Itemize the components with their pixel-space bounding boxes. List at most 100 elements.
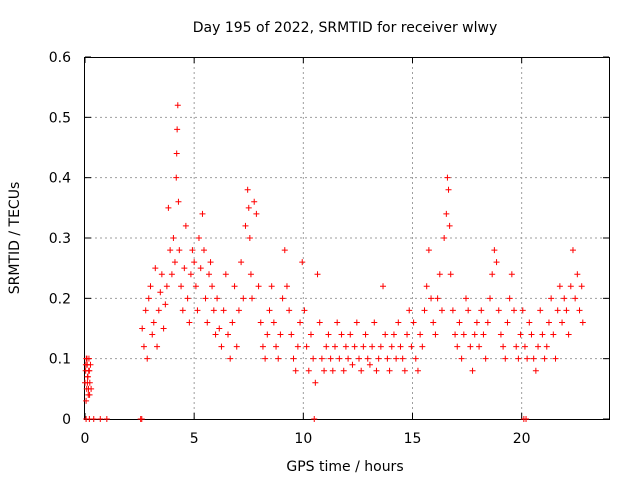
data-point xyxy=(225,331,232,338)
data-point xyxy=(511,307,518,314)
data-point xyxy=(550,331,557,338)
data-point xyxy=(366,361,373,368)
data-point xyxy=(199,210,206,217)
data-point xyxy=(84,379,91,386)
data-point xyxy=(220,307,227,314)
data-point xyxy=(524,355,531,362)
data-point xyxy=(222,271,229,278)
data-point xyxy=(556,283,563,290)
data-point xyxy=(163,283,170,290)
data-point xyxy=(454,343,461,350)
data-point xyxy=(216,325,223,332)
data-point xyxy=(186,319,193,326)
data-point xyxy=(90,416,97,422)
data-point xyxy=(86,391,93,398)
data-point xyxy=(171,259,178,266)
data-point xyxy=(521,343,528,350)
data-point xyxy=(393,355,400,362)
data-point xyxy=(432,331,439,338)
data-point xyxy=(515,355,522,362)
data-point xyxy=(382,331,389,338)
data-point xyxy=(487,295,494,302)
data-point xyxy=(149,331,156,338)
data-point xyxy=(467,343,474,350)
data-point xyxy=(82,361,89,368)
data-point xyxy=(548,295,555,302)
data-point xyxy=(314,271,321,278)
chart-title: Day 195 of 2022, SRMTID for receiver wlw… xyxy=(193,20,498,36)
data-point xyxy=(373,367,380,374)
data-point xyxy=(539,331,546,338)
y-tick-label: 0.2 xyxy=(49,291,71,307)
data-point xyxy=(528,331,535,338)
data-point xyxy=(167,247,174,254)
data-point xyxy=(275,355,282,362)
data-point xyxy=(331,343,338,350)
data-point xyxy=(441,235,448,241)
data-point xyxy=(152,265,159,272)
y-tick-label: 0.5 xyxy=(49,110,71,126)
data-point xyxy=(336,355,343,362)
data-point xyxy=(523,416,530,422)
data-point xyxy=(362,331,369,338)
data-point xyxy=(446,222,453,229)
data-point xyxy=(395,319,402,326)
data-point xyxy=(142,307,149,314)
data-point xyxy=(356,355,363,362)
data-point xyxy=(502,355,509,362)
axis-ticks: 0 5 10 15 20 0 0.1 0.2 0.3 0.4 0.5 0.6 xyxy=(49,50,609,447)
data-point xyxy=(561,295,568,302)
data-point xyxy=(399,355,406,362)
data-point xyxy=(572,295,579,302)
data-point xyxy=(425,247,432,254)
data-point xyxy=(288,331,295,338)
data-point xyxy=(369,343,376,350)
data-point xyxy=(452,331,459,338)
y-axis-label: SRMTID / TECUs xyxy=(7,182,23,295)
data-point xyxy=(150,319,157,326)
data-point xyxy=(179,307,186,314)
data-point xyxy=(465,307,472,314)
data-point xyxy=(303,343,310,350)
x-tick-label: 20 xyxy=(513,431,531,447)
data-point xyxy=(371,319,378,326)
y-tick-label: 0.3 xyxy=(49,231,71,247)
data-point xyxy=(259,343,266,350)
data-point xyxy=(500,343,507,350)
data-point xyxy=(334,319,341,326)
data-point xyxy=(301,307,308,314)
data-point xyxy=(178,283,185,290)
data-point xyxy=(84,373,91,380)
data-point xyxy=(384,355,391,362)
data-point xyxy=(238,259,245,266)
data-point xyxy=(532,367,539,374)
data-point xyxy=(460,331,467,338)
data-point xyxy=(204,319,211,326)
data-point xyxy=(174,126,181,133)
data-point xyxy=(290,355,297,362)
data-point xyxy=(139,325,146,332)
data-point xyxy=(181,265,188,272)
data-point xyxy=(305,367,312,374)
data-point xyxy=(140,343,147,350)
y-tick-label: 0.4 xyxy=(49,171,71,187)
data-point xyxy=(244,186,251,193)
data-point xyxy=(266,307,273,314)
data-point xyxy=(360,343,367,350)
data-point xyxy=(97,416,104,422)
data-point xyxy=(83,397,90,404)
y-tick-label: 0 xyxy=(62,412,71,428)
data-point xyxy=(340,367,347,374)
data-point xyxy=(388,343,395,350)
data-point xyxy=(351,343,358,350)
data-point xyxy=(345,355,352,362)
data-point xyxy=(484,319,491,326)
data-point xyxy=(576,307,583,314)
data-point xyxy=(504,319,511,326)
grid xyxy=(85,57,609,419)
x-tick-label: 15 xyxy=(404,431,422,447)
data-point xyxy=(292,367,299,374)
data-point xyxy=(419,343,426,350)
data-point xyxy=(194,307,201,314)
data-point xyxy=(364,355,371,362)
